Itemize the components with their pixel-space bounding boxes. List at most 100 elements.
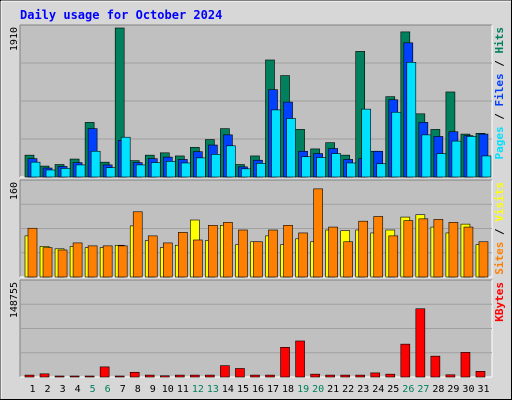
kbytes-bar bbox=[250, 374, 260, 378]
sites-bar bbox=[433, 219, 444, 278]
x-tick-label: 31 bbox=[477, 384, 489, 395]
kbytes-bar bbox=[430, 355, 441, 378]
sites-bar bbox=[478, 241, 489, 278]
sites-bar bbox=[208, 225, 218, 278]
kbytes-bar bbox=[220, 365, 230, 378]
sites-bar bbox=[27, 227, 38, 278]
pages-bar bbox=[120, 136, 131, 178]
chart-title: Daily usage for October 2024 bbox=[20, 8, 222, 22]
pages-bar bbox=[316, 157, 326, 178]
sites-bar bbox=[87, 245, 98, 278]
kbytes-bar bbox=[325, 374, 335, 378]
y-tick-label: 148755 bbox=[9, 282, 20, 318]
kbytes-bar bbox=[54, 375, 65, 378]
pages-bar bbox=[90, 150, 101, 178]
kbytes-bar bbox=[265, 374, 275, 378]
pages-bar bbox=[466, 136, 477, 178]
panel-legend: Pages / Files / Hits bbox=[493, 27, 506, 160]
kbytes-bar bbox=[129, 371, 140, 378]
y-tick-label: 1910 bbox=[9, 27, 20, 51]
sites-bar bbox=[178, 232, 188, 278]
x-tick-label: 12 bbox=[192, 384, 204, 395]
kbytes-bar bbox=[475, 371, 486, 378]
pages-bar bbox=[60, 168, 71, 178]
x-tick-label: 10 bbox=[162, 384, 174, 395]
pages-bar bbox=[361, 108, 372, 178]
kbytes-bar bbox=[280, 347, 290, 378]
sites-bar bbox=[298, 232, 308, 278]
pages-bar bbox=[346, 162, 356, 178]
pages-bar bbox=[376, 163, 387, 178]
pages-bar bbox=[406, 62, 417, 178]
pages-bar bbox=[75, 164, 86, 178]
panel-legend: Sites / Visits bbox=[493, 182, 506, 275]
kbytes-bar bbox=[39, 373, 50, 378]
pages-bar bbox=[241, 168, 251, 178]
legend-separator: / bbox=[493, 222, 506, 242]
legend-files: Files bbox=[493, 73, 506, 106]
kbytes-bar bbox=[114, 375, 125, 378]
x-tick-label: 11 bbox=[177, 384, 189, 395]
x-tick-label: 25 bbox=[387, 384, 399, 395]
x-tick-label: 5 bbox=[90, 384, 96, 395]
legend-separator: / bbox=[493, 54, 506, 74]
pages-bar bbox=[286, 118, 296, 178]
sites-bar bbox=[268, 229, 278, 278]
legend-pages: Pages bbox=[493, 126, 506, 159]
panel-3: 148755 KBytes bbox=[9, 279, 506, 378]
sites-bar bbox=[418, 218, 429, 278]
x-tick-label: 8 bbox=[135, 384, 141, 395]
legend-visits: Visits bbox=[493, 182, 506, 222]
kbytes-bar bbox=[144, 374, 155, 378]
pages-bar bbox=[211, 154, 221, 178]
kbytes-bar bbox=[235, 368, 245, 378]
pages-bar bbox=[436, 153, 447, 178]
kbytes-bar bbox=[190, 374, 200, 378]
x-tick-label: 22 bbox=[342, 384, 354, 395]
x-tick-label: 6 bbox=[105, 384, 111, 395]
pages-bar bbox=[105, 167, 116, 178]
x-tick-label: 27 bbox=[417, 384, 429, 395]
sites-bar bbox=[388, 235, 399, 278]
kbytes-bar bbox=[310, 373, 320, 378]
kbytes-bar bbox=[385, 373, 396, 378]
pages-bar bbox=[196, 157, 206, 178]
sites-bar bbox=[283, 225, 293, 278]
kbytes-bar bbox=[295, 340, 305, 378]
pages-bar bbox=[271, 109, 281, 178]
kbytes-bar bbox=[460, 352, 471, 378]
x-tick-label: 30 bbox=[462, 384, 474, 395]
panel-1: 1910 Pages / Files / Hits bbox=[9, 24, 506, 178]
x-tick-label: 20 bbox=[312, 384, 324, 395]
kbytes-bar bbox=[370, 372, 381, 378]
x-tick-label: 28 bbox=[432, 384, 444, 395]
pages-bar bbox=[256, 163, 266, 178]
pages-bar bbox=[226, 145, 236, 178]
kbytes-bar bbox=[445, 374, 456, 378]
x-tick-label: 13 bbox=[207, 384, 219, 395]
sites-bar bbox=[253, 241, 263, 278]
sites-bar bbox=[463, 226, 474, 278]
pages-bar bbox=[451, 140, 462, 178]
x-tick-label: 3 bbox=[60, 384, 66, 395]
pages-bar bbox=[301, 156, 311, 178]
sites-bar bbox=[42, 247, 53, 278]
x-tick-label: 21 bbox=[327, 384, 339, 395]
kbytes-bar bbox=[99, 366, 110, 378]
x-tick-label: 26 bbox=[402, 384, 414, 395]
x-axis-labels: 1 2 3 4 5 6 7 8 9 10 11 12 13 14 15 16 17 18 19 20 21 22 23 24 2… bbox=[30, 384, 490, 395]
sites-bar bbox=[238, 229, 248, 278]
kbytes-bar bbox=[24, 374, 35, 378]
pages-bar bbox=[165, 161, 176, 178]
kbytes-bar bbox=[355, 374, 366, 378]
pages-bar bbox=[391, 111, 402, 178]
pages-bar bbox=[331, 153, 341, 178]
sites-bar bbox=[448, 222, 459, 278]
panel-2: 160 Sites / Visits bbox=[9, 179, 506, 278]
pages-bar bbox=[421, 134, 432, 178]
sites-bar bbox=[72, 242, 83, 278]
x-tick-label: 1 bbox=[30, 384, 36, 395]
sites-bar bbox=[343, 241, 353, 278]
x-tick-label: 18 bbox=[282, 384, 294, 395]
